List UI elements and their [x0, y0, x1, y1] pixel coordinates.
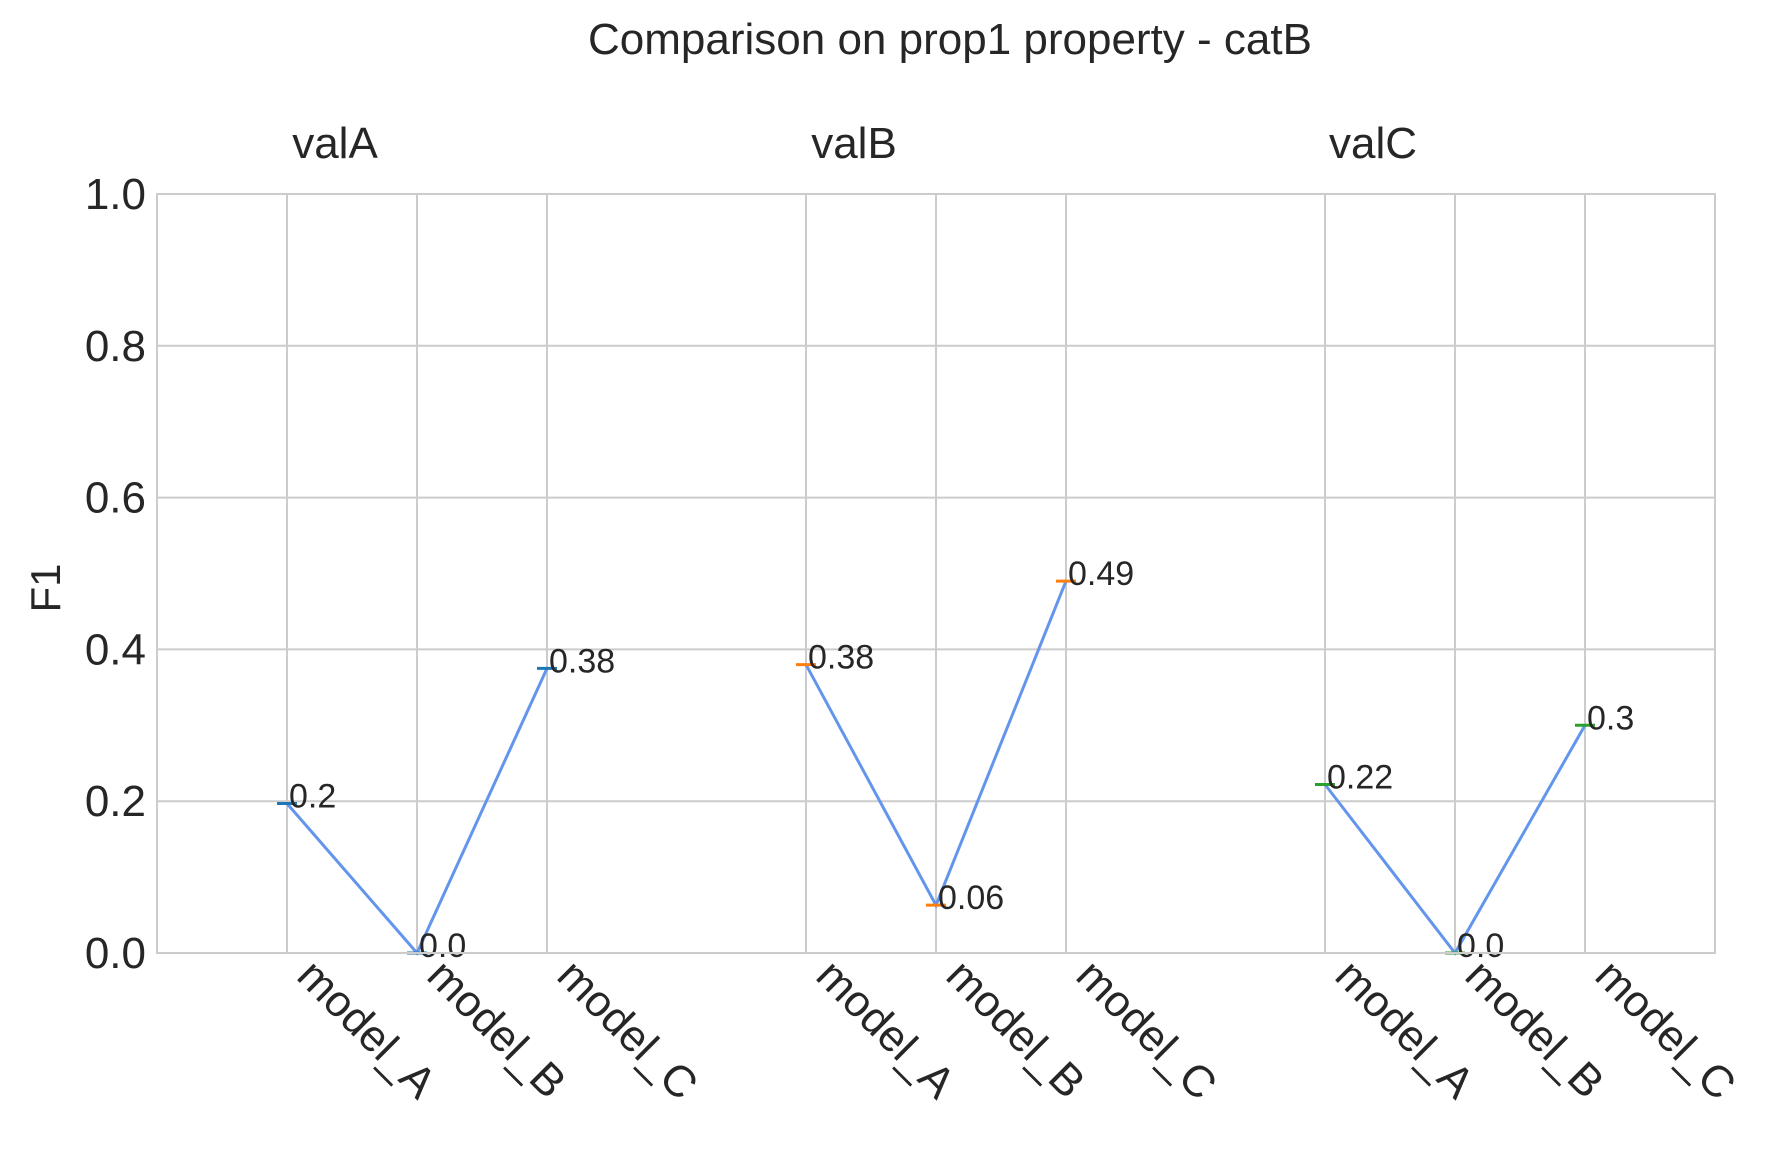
plot-frame [156, 193, 1716, 954]
panel-title: valB [811, 119, 897, 168]
gridlines [157, 193, 1715, 954]
y-tick-labels: 0.0 0.2 0.4 0.6 0.8 1.0 [85, 170, 146, 978]
x-tick-label: model_B [1456, 950, 1613, 1107]
panels: valA0.2model_A0.0model_B0.38model_CvalB0… [277, 119, 1745, 1110]
panel-title: valC [1329, 119, 1417, 168]
x-tick-label: model_C [548, 950, 707, 1109]
y-axis-label: F1 [22, 563, 69, 612]
y-tick-label: 0.4 [85, 625, 146, 674]
x-tick-label: model_A [288, 950, 446, 1108]
x-tick-label: model_C [1586, 950, 1745, 1109]
data-label: 0.0 [1457, 927, 1504, 965]
y-tick-label: 0.2 [85, 777, 146, 826]
panel-title: valA [292, 119, 378, 168]
y-tick-label: 0.8 [85, 322, 146, 371]
x-tick-label: model_A [807, 950, 965, 1108]
x-tick-label: model_A [1326, 950, 1484, 1108]
x-tick-label: model_B [937, 950, 1094, 1107]
data-label: 0.38 [549, 642, 615, 680]
data-label: 0.22 [1327, 759, 1393, 797]
data-label: 0.2 [289, 777, 336, 815]
x-tick-label: model_B [418, 950, 575, 1107]
data-label: 0.38 [808, 639, 874, 677]
data-label: 0.06 [938, 879, 1004, 917]
chart-title: Comparison on prop1 property - catB [588, 15, 1312, 64]
y-tick-label: 1.0 [85, 170, 146, 219]
panel-valB: valB 0.38 model_A 0.06 model_B 0.49 model_C [796, 119, 1226, 1110]
data-label: 0.0 [419, 927, 466, 965]
y-tick-label: 0.6 [85, 474, 146, 523]
data-label: 0.3 [1587, 699, 1634, 737]
data-label: 0.49 [1068, 555, 1134, 593]
y-tick-label: 0.0 [85, 929, 146, 978]
x-tick-label: model_C [1067, 950, 1226, 1109]
